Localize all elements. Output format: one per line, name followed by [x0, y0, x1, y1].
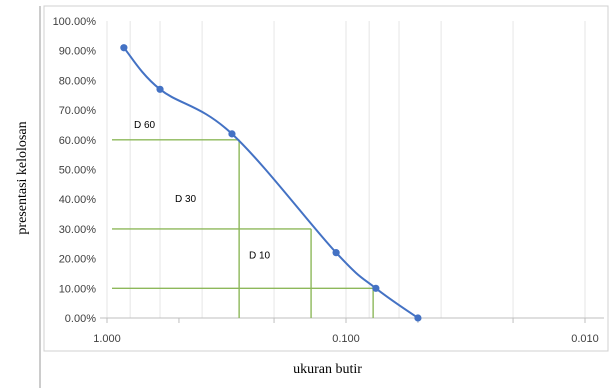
data-point	[414, 314, 422, 322]
y-tick-label: 100.00%	[53, 16, 97, 28]
y-tick-label: 40.00%	[59, 194, 97, 206]
y-tick-label: 80.00%	[59, 75, 97, 87]
series-layer	[120, 44, 422, 322]
y-tick-label: 50.00%	[59, 165, 97, 177]
data-point	[372, 284, 380, 292]
x-tick-label: 1.000	[93, 333, 121, 345]
x-tick-labels: 1.000 0.100 0.010	[93, 333, 599, 345]
data-point	[332, 249, 340, 257]
data-point	[120, 44, 128, 52]
y-tick-label: 0.00%	[65, 313, 96, 325]
data-point	[156, 85, 164, 93]
x-tick-label: 0.100	[332, 333, 360, 345]
y-tick-label: 10.00%	[59, 283, 97, 295]
plot-border	[43, 5, 609, 352]
y-tick-label: 90.00%	[59, 46, 97, 58]
data-point	[228, 130, 236, 138]
y-tick-label: 20.00%	[59, 254, 97, 266]
y-tick-labels: 0.00% 10.00% 20.00% 30.00% 40.00% 50.00% 60.00…	[53, 16, 97, 325]
reference-label: D 30	[175, 194, 197, 205]
reference-lines: D 60 D 30 D 10	[112, 120, 374, 318]
grid-lines	[100, 21, 604, 323]
reference-label: D 10	[249, 251, 271, 262]
reference-label: D 60	[134, 120, 156, 131]
x-axis-title: ukuran butir	[293, 362, 362, 377]
y-tick-label: 70.00%	[59, 105, 97, 117]
x-tick-label: 0.010	[571, 333, 599, 345]
y-tick-label: 60.00%	[59, 135, 97, 147]
series-line	[123, 47, 419, 319]
y-tick-label: 30.00%	[59, 224, 97, 236]
